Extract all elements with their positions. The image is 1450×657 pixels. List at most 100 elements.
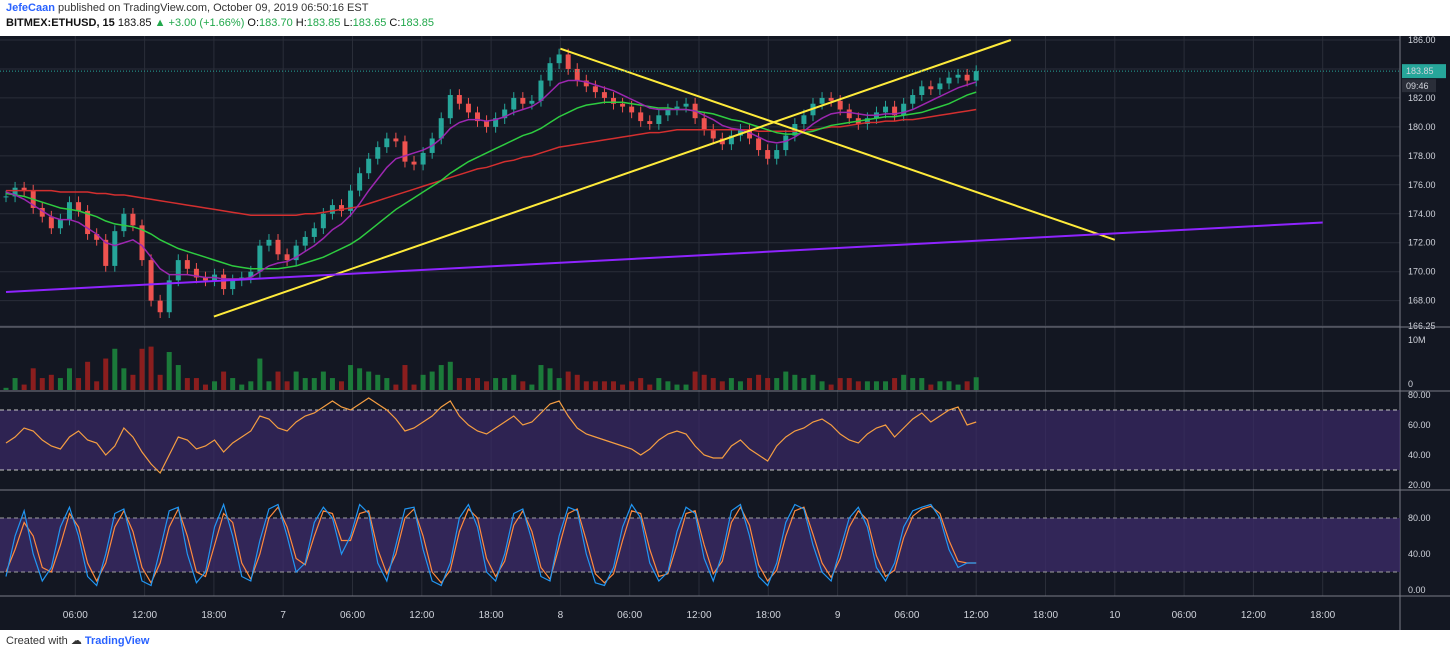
- candle-body: [175, 260, 181, 281]
- candle-body: [338, 205, 344, 211]
- volume-bar: [973, 377, 979, 390]
- candle-body: [411, 161, 417, 165]
- symbol-legend: BITMEX:ETHUSD, 15 183.85 ▲ +3.00 (+1.66%…: [6, 17, 434, 29]
- candle-body: [774, 150, 780, 159]
- volume-bar: [538, 365, 544, 390]
- volume-bar: [474, 378, 480, 390]
- volume-bar: [456, 378, 462, 390]
- price-axis-background: [1400, 36, 1450, 630]
- volume-bar: [792, 374, 798, 390]
- candle-body: [329, 205, 335, 214]
- volume-bar: [747, 378, 753, 390]
- volume-bar: [692, 371, 698, 390]
- candle-body: [973, 71, 979, 81]
- volume-bar: [48, 374, 54, 390]
- candle-body: [574, 68, 580, 81]
- candle-body: [783, 135, 789, 151]
- candle-body: [511, 97, 517, 110]
- volume-bar: [384, 378, 390, 390]
- candle-body: [94, 234, 100, 240]
- volume-bar: [21, 384, 27, 390]
- open-value: 183.70: [259, 17, 293, 29]
- close-label: C:: [389, 17, 401, 29]
- price-tick-label: 168.00: [1408, 296, 1436, 306]
- ma-slow-line: [6, 108, 977, 216]
- volume-bar: [221, 371, 227, 390]
- x-tick-label: 06:00: [1172, 610, 1197, 621]
- volume-tick-label: 10M: [1408, 335, 1426, 345]
- candle-body: [266, 239, 272, 246]
- created-with-text: Created with: [6, 635, 68, 647]
- long-support-line: [5, 221, 1323, 293]
- candle-body: [883, 106, 889, 113]
- volume-bar: [529, 384, 535, 390]
- volume-bar: [783, 371, 789, 390]
- candle-body: [166, 280, 172, 313]
- volume-bar: [30, 368, 36, 390]
- rsi-tick-label: 80.00: [1408, 390, 1431, 400]
- volume-bar: [112, 348, 118, 390]
- volume-tick-label: 0: [1408, 379, 1413, 389]
- candle-body: [456, 95, 462, 104]
- x-tick-label: 10: [1109, 610, 1121, 621]
- open-label: O:: [247, 17, 260, 29]
- candle-body: [946, 77, 952, 84]
- volume-bar: [946, 381, 952, 390]
- candle-body: [221, 274, 227, 290]
- stoch-tick-label: 0.00: [1408, 585, 1426, 595]
- rsi-tick-label: 40.00: [1408, 450, 1431, 460]
- candle-body: [928, 86, 934, 90]
- candle-body: [39, 207, 45, 217]
- volume-bar: [638, 378, 644, 390]
- volume-bar: [103, 358, 109, 390]
- candle-body: [701, 118, 707, 130]
- publish-info: JefeCaan published on TradingView.com, O…: [6, 2, 368, 14]
- volume-bar: [447, 361, 453, 390]
- volume-bar: [429, 371, 435, 390]
- candle-body: [756, 138, 762, 151]
- candle-body: [202, 277, 208, 281]
- ma-mid-line: [5, 91, 977, 270]
- price-tick-label: 186.00: [1408, 36, 1436, 45]
- candle-body: [565, 54, 571, 69]
- volume-bar: [547, 368, 553, 390]
- volume-bar: [311, 378, 317, 390]
- volume-bar: [420, 374, 426, 390]
- volume-bar: [919, 378, 925, 390]
- volume-bar: [3, 387, 9, 390]
- candle-body: [184, 260, 190, 269]
- volume-bar: [121, 368, 127, 390]
- volume-bar: [883, 381, 889, 390]
- volume-bar: [728, 378, 734, 390]
- volume-bar: [411, 384, 417, 390]
- volume-bar: [184, 378, 190, 390]
- x-tick-label: 12:00: [686, 610, 711, 621]
- candle-body: [728, 135, 734, 145]
- volume-bar: [864, 381, 870, 390]
- volume-bar: [257, 358, 263, 390]
- volume-bar: [320, 371, 326, 390]
- candle-body: [828, 97, 834, 101]
- x-tick-label: 12:00: [964, 610, 989, 621]
- candle-body: [357, 173, 363, 191]
- candle-body: [892, 106, 898, 116]
- volume-bar: [402, 365, 408, 390]
- author-name[interactable]: JefeCaan: [6, 2, 55, 14]
- volume-bar: [583, 381, 589, 390]
- volume-bar: [85, 361, 91, 390]
- ma-fast-line: [5, 79, 977, 280]
- volume-bar: [701, 374, 707, 390]
- tradingview-brand[interactable]: TradingView: [84, 635, 150, 647]
- price-tick-label: 178.00: [1408, 151, 1436, 161]
- candle-body: [48, 216, 54, 229]
- candle-body: [293, 245, 299, 261]
- high-label: H:: [295, 17, 307, 29]
- volume-bar: [828, 384, 834, 390]
- published-text: published on TradingView.com, October 09…: [57, 2, 369, 14]
- candle-body: [719, 138, 725, 145]
- x-tick-label: 18:00: [479, 610, 504, 621]
- volume-bar: [366, 371, 372, 390]
- stoch-d-line: [5, 505, 977, 585]
- chart-canvas[interactable]: 186.00184.00182.00180.00178.00176.00174.…: [0, 36, 1450, 630]
- high-value: 183.85: [306, 17, 341, 29]
